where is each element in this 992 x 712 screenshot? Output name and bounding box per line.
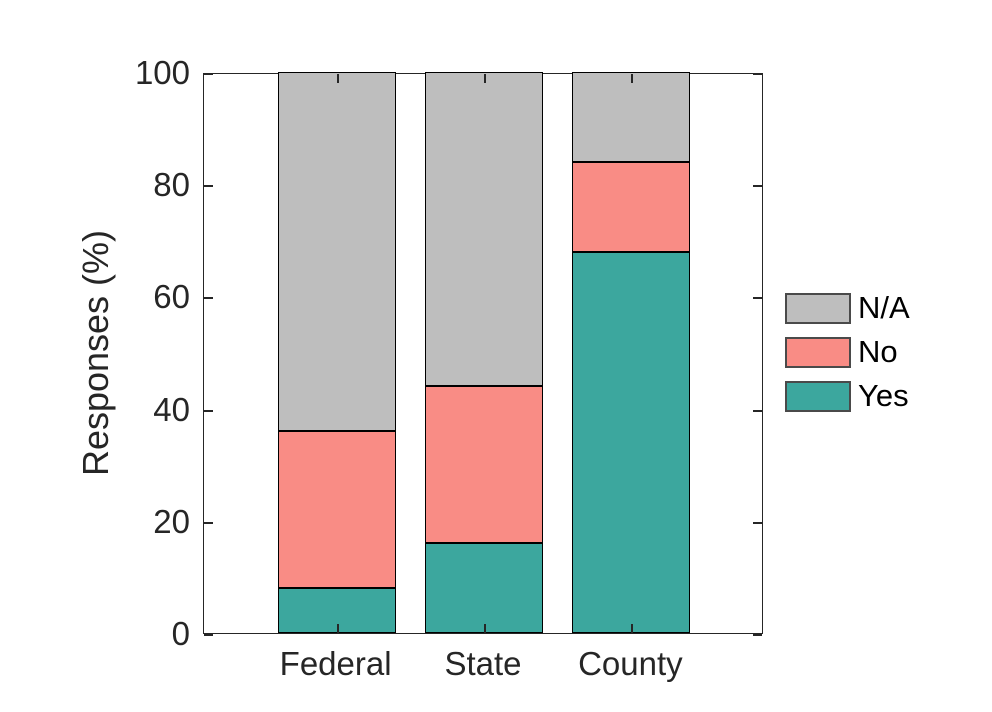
bar-segment-na [277,72,396,432]
y-tick-mark-right [753,409,762,412]
y-tick-label: 40 [153,390,190,428]
legend: N/A No Yes [785,292,910,424]
x-tick-label: Federal [279,645,392,682]
bar-segment-yes [572,251,691,633]
y-tick-mark-right [753,521,762,524]
x-tick-mark-top [631,74,634,83]
legend-swatch [785,292,851,324]
bar-segment-yes [277,588,396,633]
bar-segment-yes [425,543,543,633]
y-tick-label: 60 [153,278,190,316]
legend-label: Yes [858,378,909,413]
y-tick-label: 0 [171,615,190,652]
y-tick-mark-right [753,185,762,188]
y-tick-mark [204,73,213,75]
y-tick-mark [204,521,213,524]
x-tick-mark [631,624,634,633]
legend-label: N/A [858,290,910,325]
legend-item: N/A [785,292,910,324]
x-tick-mark [484,624,486,633]
y-tick-mark-right [753,73,762,75]
legend-label: No [858,334,898,369]
y-tick-mark-right [753,297,762,300]
y-tick-mark [204,634,213,636]
legend-swatch [785,336,851,368]
y-tick-mark [204,297,213,300]
bar-segment-no [277,431,396,589]
bar-segment-na [572,72,691,162]
legend-item: No [785,336,910,368]
legend-swatch [785,380,851,412]
y-tick-mark [204,409,213,412]
x-tick-mark [336,624,339,633]
plot-area [203,72,763,636]
bar-segment-no [572,161,691,252]
x-tick-label: County [578,645,683,682]
x-tick-label: State [444,645,522,682]
y-tick-label: 80 [153,166,190,204]
x-tick-mark-top [484,74,486,83]
y-tick-mark [204,185,213,188]
x-tick-mark-top [336,74,339,83]
y-tick-mark-right [753,634,762,636]
y-tick-label: 100 [134,54,190,91]
y-tick-label: 20 [153,502,190,540]
bar-segment-na [425,72,543,387]
legend-item: Yes [785,380,910,412]
y-axis-label: Responses (%) [75,229,116,477]
bar-segment-no [425,386,543,544]
